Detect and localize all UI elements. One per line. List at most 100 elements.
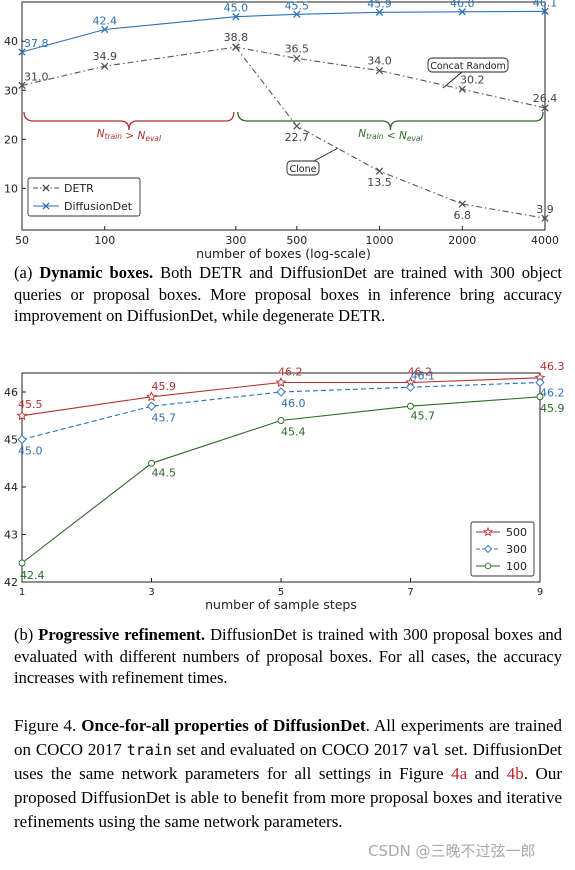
point-detr <box>458 85 466 93</box>
legend-b: 500 300 100 <box>470 521 535 577</box>
data-label-detr: 30.2 <box>460 73 485 86</box>
point-300 <box>146 401 157 411</box>
point-diffusiondet <box>293 10 301 18</box>
caption-a-text: Both DETR and DiffusionDet are trained w… <box>14 263 563 325</box>
x-tick-label-a: 1000 <box>366 234 394 247</box>
point-clone <box>541 214 549 222</box>
point-clone <box>232 43 240 51</box>
brace-left <box>23 111 235 131</box>
caption-b: (b) Progressive refinement. DiffusionDet… <box>14 624 562 689</box>
figure-caption-code-val: val <box>412 741 440 759</box>
data-label-500: 46.2 <box>408 366 433 379</box>
figure-caption-part2: set and evaluated on COCO 2017 <box>171 740 413 759</box>
caption-b-title: Progressive refinement. <box>38 625 206 644</box>
data-label-100: 45.9 <box>540 402 565 415</box>
figure-caption-part5: . Our proposed DiffusionDet is able to b… <box>14 764 562 831</box>
legend-marker-300 <box>483 544 493 554</box>
callout-pointer-clone <box>313 147 339 162</box>
figure-caption-title: Once-for-all properties of DiffusionDet <box>81 716 366 735</box>
y-tick-label-a: 10 <box>4 182 18 195</box>
brace-right <box>237 111 544 131</box>
x-tick-label-b: 5 <box>278 587 284 598</box>
x-tick-label-a: 500 <box>286 234 307 247</box>
data-label-300: 46.2 <box>540 387 565 400</box>
point-500 <box>16 410 28 421</box>
data-label-detr: 34.9 <box>92 50 117 63</box>
figure-ref-4a[interactable]: 4a <box>451 764 468 783</box>
callout-pointer-concat-random <box>442 71 463 89</box>
x-tick-label-a: 4000 <box>531 234 559 247</box>
data-label-100: 42.4 <box>20 569 45 582</box>
y-tick-label-a: 20 <box>4 133 18 146</box>
point-detr <box>541 104 549 112</box>
figure-caption-code-train: train <box>126 741 172 759</box>
data-label-detr: 26.4 <box>533 92 558 105</box>
point-clone <box>458 200 466 208</box>
data-label-diffusiondet: 37.8 <box>24 37 49 50</box>
legend-label-detr: DETR <box>64 182 94 195</box>
data-label-diffusiondet: 46.0 <box>450 0 475 10</box>
y-tick-label-b: 43 <box>4 529 18 542</box>
point-100 <box>18 559 26 567</box>
legend-marker-detr <box>42 184 50 192</box>
point-100 <box>277 417 285 424</box>
data-label-500: 45.9 <box>152 380 177 393</box>
data-label-300: 45.7 <box>152 411 177 424</box>
point-500 <box>146 391 157 402</box>
x-tick-label-b: 1 <box>19 587 25 598</box>
data-label-diffusiondet: 42.4 <box>92 14 117 27</box>
point-detr <box>101 62 109 70</box>
point-300 <box>17 434 27 445</box>
data-label-clone: 6.8 <box>454 209 472 222</box>
legend-marker-500 <box>483 526 493 537</box>
x-axis-label-a: number of boxes (log-scale) <box>196 246 371 260</box>
callout-box-concat-random <box>427 57 509 73</box>
data-label-detr: 31.0 <box>24 70 49 83</box>
point-detr <box>18 81 26 90</box>
figure-caption: Figure 4. Once-for-all properties of Dif… <box>14 714 562 834</box>
x-axis-label-b: number of sample steps <box>205 597 357 612</box>
callout-text-clone: Clone <box>290 164 317 175</box>
callout-concat-random: Concat Random <box>427 57 509 89</box>
x-tick-label-a: 100 <box>94 234 115 247</box>
point-diffusiondet <box>101 25 109 34</box>
data-label-diffusiondet: 45.9 <box>367 0 392 10</box>
caption-a-label: (a) <box>14 263 33 282</box>
y-tick-label-a: 30 <box>4 84 18 97</box>
data-label-detr: 38.8 <box>224 31 249 44</box>
data-label-diffusiondet: 45.0 <box>224 2 249 15</box>
series-line-300 <box>21 381 541 441</box>
point-clone <box>293 122 301 130</box>
figure-ref-4b[interactable]: 4b <box>506 764 524 783</box>
plot-frame-a <box>21 1 546 231</box>
legend-label-100: 100 <box>506 560 527 573</box>
point-500 <box>275 376 287 388</box>
data-label-detr: 34.0 <box>367 55 392 68</box>
point-300 <box>405 382 416 392</box>
legend-label-500: 500 <box>506 526 527 539</box>
callout-box-clone <box>286 160 320 176</box>
y-tick-label-b: 42 <box>4 576 18 589</box>
data-label-100: 45.7 <box>411 409 436 422</box>
point-300 <box>276 387 286 397</box>
x-tick-label-a: 50 <box>15 234 29 247</box>
data-label-clone: 3.9 <box>536 203 554 216</box>
legend-a: DETR DiffusionDet <box>27 177 141 217</box>
point-300 <box>535 377 545 388</box>
figure-caption-part3: set. DiffusionDet uses the same network … <box>14 740 562 783</box>
data-label-diffusiondet: 45.5 <box>285 0 310 12</box>
point-detr <box>293 54 301 63</box>
data-label-detr: 36.5 <box>285 42 310 55</box>
caption-b-label: (b) <box>14 625 34 644</box>
x-tick-label-b: 3 <box>148 587 154 598</box>
data-label-500: 46.3 <box>540 360 565 373</box>
legend-marker-diffusiondet <box>42 202 50 210</box>
figure-caption-part4: and <box>467 764 507 783</box>
x-tick-label-a: 300 <box>225 234 246 247</box>
x-tick-label-b: 9 <box>537 587 543 598</box>
y-tick-label-b: 44 <box>4 481 18 494</box>
data-label-300: 46.1 <box>411 369 436 382</box>
data-label-500: 46.2 <box>278 366 303 379</box>
legend-box-b <box>470 521 535 577</box>
legend-label-300: 300 <box>506 543 527 556</box>
